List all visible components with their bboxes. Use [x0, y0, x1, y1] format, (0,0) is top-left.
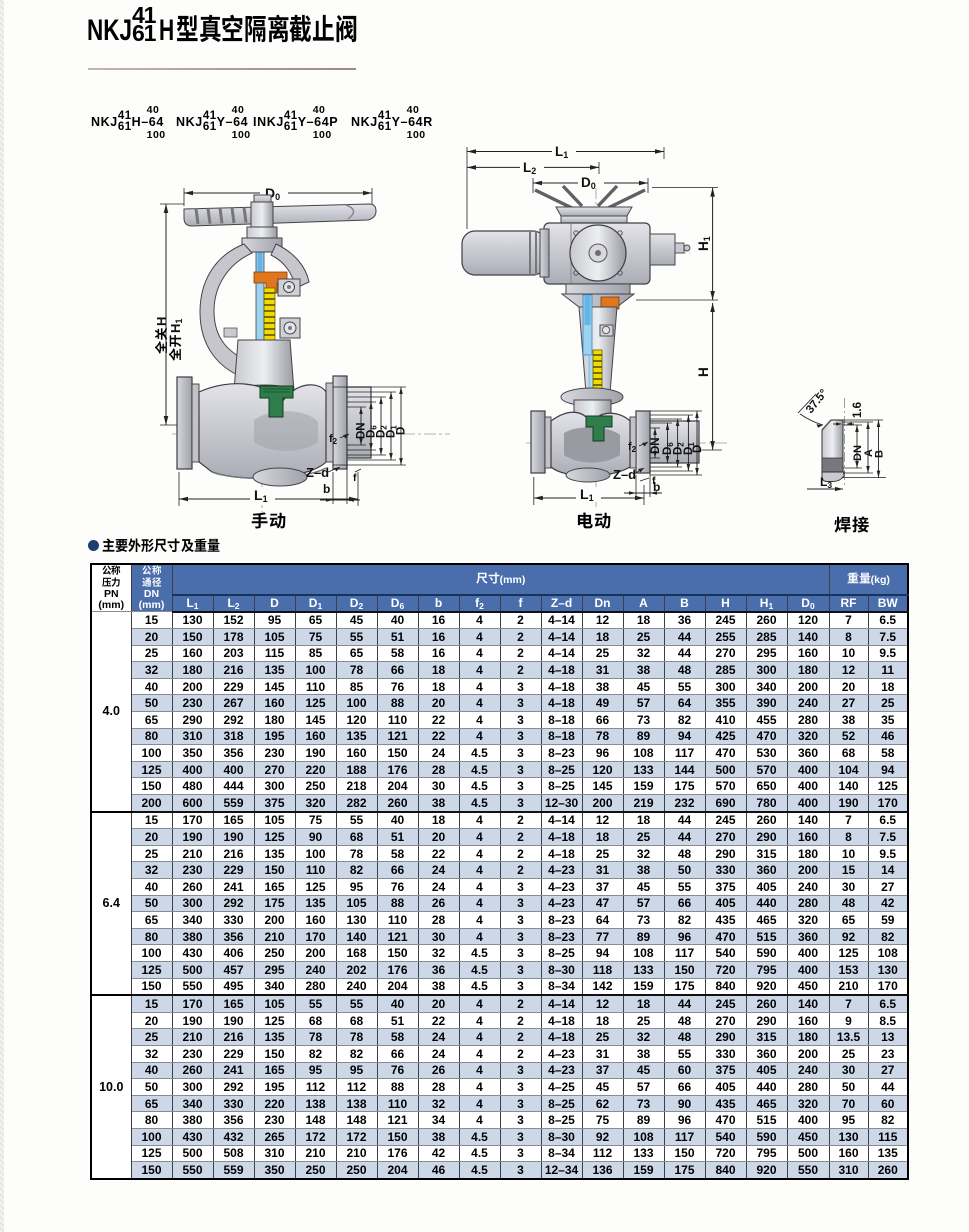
svg-text:f: f: [353, 472, 357, 484]
svg-text:f2: f2: [628, 441, 637, 454]
svg-text:D6: D6: [366, 425, 379, 438]
svg-text:DN: DN: [356, 422, 368, 439]
svg-text:DN: DN: [650, 437, 662, 454]
svg-text:D: D: [692, 445, 704, 453]
svg-text:H1: H1: [168, 319, 184, 333]
svg-text:D2: D2: [376, 425, 389, 438]
svg-text:D1: D1: [386, 425, 399, 438]
svg-text:DN: DN: [852, 445, 864, 461]
svg-text:1.6: 1.6: [852, 402, 864, 418]
svg-text:D1: D1: [683, 442, 696, 455]
svg-text:H: H: [696, 367, 711, 377]
svg-text:b: b: [653, 480, 660, 494]
svg-text:f2: f2: [329, 433, 338, 446]
svg-text:H: H: [154, 317, 169, 326]
svg-text:H1: H1: [696, 236, 712, 251]
svg-text:37.5°: 37.5°: [804, 387, 831, 416]
svg-text:Z–d: Z–d: [306, 465, 329, 480]
svg-text:f: f: [652, 475, 656, 487]
svg-text:A: A: [863, 449, 875, 457]
svg-text:B: B: [874, 450, 886, 458]
svg-text:D2: D2: [673, 442, 686, 455]
svg-text:Z–d: Z–d: [613, 467, 636, 482]
svg-text:D6: D6: [662, 442, 675, 455]
svg-text:b: b: [323, 482, 330, 496]
svg-text:D: D: [396, 427, 408, 435]
